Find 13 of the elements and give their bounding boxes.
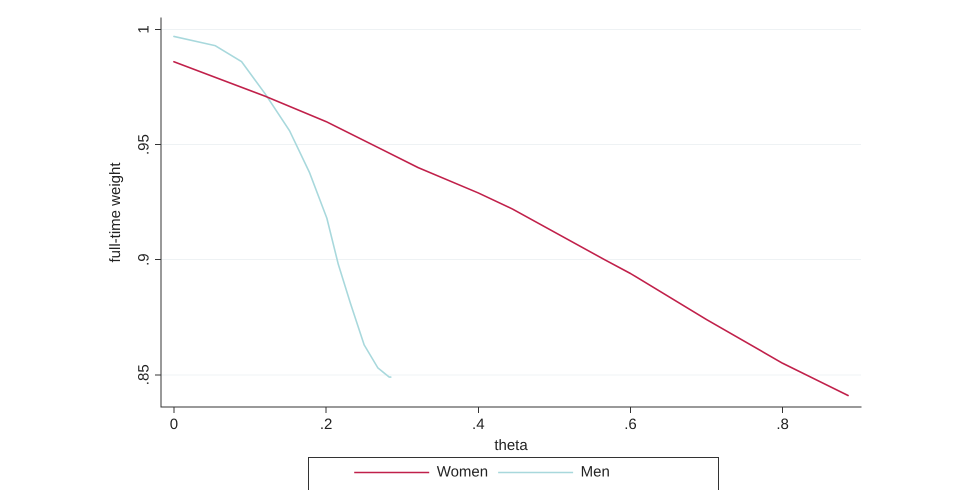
y-tick-label: .85 [136,364,153,386]
y-axis-title: full-time weight [107,162,124,263]
x-tick-label: .4 [472,416,485,434]
y-tick-label: .95 [136,134,153,156]
x-tick-label: .6 [624,416,637,434]
y-tick-label: .9 [136,253,153,266]
legend-label: Women [436,464,488,481]
x-tick-label: .8 [776,416,789,434]
legend-label: Men [580,464,610,481]
x-axis-title: theta [494,437,528,454]
y-tick-label: 1 [136,25,153,34]
x-tick-label: 0 [170,416,178,434]
x-tick-label: .2 [320,416,332,434]
